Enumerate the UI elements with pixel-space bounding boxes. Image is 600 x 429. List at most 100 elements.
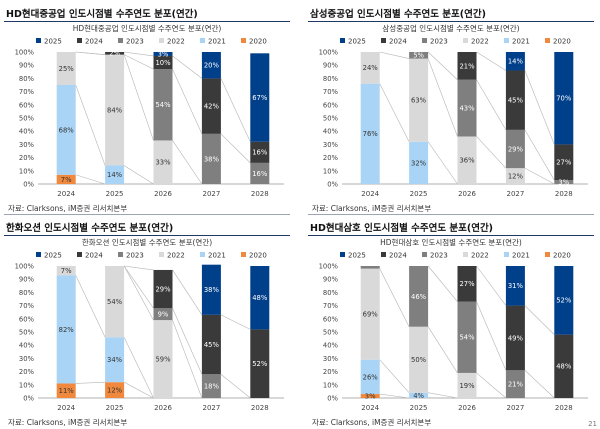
data-label: 46% [411, 293, 427, 301]
x-tick-label: 2028 [251, 190, 269, 198]
bar-segment-2024-2026 [153, 55, 173, 70]
legend-label-2025: 2025 [348, 38, 366, 46]
y-tick-label: 10% [19, 381, 35, 389]
bar-segment-2022-2025 [409, 58, 429, 142]
data-label: 68% [59, 126, 75, 134]
y-tick-label: 70% [323, 88, 339, 96]
legend-swatch-2022 [159, 252, 164, 257]
y-tick-label: 70% [323, 302, 339, 310]
chart-title: 삼성중공업 인도시점별 수주연도 분포(연간) [382, 23, 519, 33]
source-note: 자료: Clarksons, iM증권 리서치본부 [312, 418, 432, 427]
bar-segment-2022-2026 [153, 140, 173, 184]
legend-label-2023: 2023 [126, 252, 144, 260]
y-tick-label: 80% [19, 75, 35, 83]
bottom-divider [4, 214, 290, 215]
legend-label-2023: 2023 [126, 38, 144, 46]
legend-swatch-2023 [422, 252, 427, 257]
bar-segment-2025-2027 [505, 266, 525, 306]
data-label: 3% [365, 392, 376, 400]
x-tick-label: 2024 [57, 404, 75, 412]
title-underline [4, 21, 290, 22]
connector-line [476, 51, 507, 71]
connector-line [172, 55, 203, 79]
data-label: 38% [204, 155, 220, 163]
bar-segment-2025-2028 [250, 266, 270, 330]
data-label: 33% [155, 159, 171, 167]
legend-label-2025: 2025 [348, 252, 366, 260]
legend-label-2024: 2024 [389, 38, 407, 46]
legend-label-2023: 2023 [430, 38, 448, 46]
data-label: 14% [508, 58, 524, 66]
legend-swatch-2025 [36, 252, 41, 257]
bar-segment-2023-2028 [554, 180, 574, 184]
bar-segment-2024-2025 [105, 52, 125, 55]
connector-line [220, 374, 251, 399]
bar-segment-2023-2027 [505, 129, 525, 169]
connector-line [123, 54, 154, 70]
chart-panel-hd-hyundai-samho: HD현대삼호 인도시점별 수주연도 분포(연간) HD현대삼호 인도시점별 수주… [306, 216, 596, 427]
connector-line [379, 359, 410, 393]
bar-segment-2023-2027 [505, 370, 525, 398]
page-number: 21 [588, 420, 597, 428]
connector-line [172, 320, 203, 399]
data-label: 52% [252, 360, 268, 368]
chart-panel-hanwha-ocean: 한화오션 인도시점별 수주연도 분포(연간) 한화오션 인도시점별 수주연도 분… [2, 216, 292, 427]
data-label: 16% [252, 149, 268, 157]
series-connectors [379, 51, 555, 185]
x-tick-label: 2027 [506, 190, 524, 198]
bar-segment-2022-2026 [457, 372, 477, 398]
data-label: 2% [109, 50, 120, 58]
chart-title: 한화오션 인도시점별 수주연도 분포(연간) [82, 237, 212, 247]
data-label: 50% [411, 356, 427, 364]
x-tick-label: 2026 [154, 404, 172, 412]
connector-line [220, 133, 251, 164]
series-connectors [75, 265, 251, 399]
connector-line [75, 84, 106, 166]
y-tick-label: 10% [323, 381, 339, 389]
connector-line [124, 51, 154, 57]
chart-panel-hd-hyundai-heavy: HD현대중공업 인도시점별 수주연도 분포(연간) HD현대중공업 인도시점별 … [2, 2, 292, 215]
bar-segment-2020-2025 [105, 382, 125, 398]
connector-line [476, 372, 507, 399]
legend-label-2022: 2022 [471, 38, 489, 46]
data-label: 29% [508, 145, 524, 153]
bar-segment-2024-2026 [457, 266, 477, 302]
data-label: 3% [558, 178, 569, 186]
data-label: 7% [61, 267, 72, 275]
connector-line [524, 370, 555, 399]
connector-line [124, 265, 154, 271]
y-tick-label: 60% [323, 315, 339, 323]
stacked-bar-chart: 한화오션 인도시점별 수주연도 분포(연간) 2025 2024 2023 2022 20… [15, 237, 284, 412]
connector-line [75, 381, 106, 384]
legend-swatch-2020 [241, 252, 246, 257]
connector-line [123, 54, 154, 141]
bar-segment-2021-2024 [56, 85, 76, 175]
y-tick-label: 60% [19, 101, 35, 109]
bar-segment-2024-2028 [554, 334, 574, 398]
x-tick-label: 2025 [106, 404, 124, 412]
legend-label-2024: 2024 [85, 38, 103, 46]
connector-line [379, 393, 410, 399]
legend-label-2022: 2022 [167, 252, 185, 260]
connector-line [123, 381, 154, 399]
y-tick-label: 0% [23, 181, 34, 189]
bar-segment-2020-2024 [360, 394, 380, 398]
data-label: 38% [204, 286, 220, 294]
bar-segment-2022-2025 [409, 326, 429, 393]
y-tick-label: 100% [15, 49, 35, 57]
connector-line [75, 174, 106, 185]
data-label: 52% [556, 297, 572, 305]
panel-title: 삼성중공업 인도시점별 수주연도 분포(연간) [310, 9, 486, 20]
source-note: 자료: Clarksons, iM증권 리서치본부 [8, 204, 128, 213]
connector-line [220, 314, 251, 330]
stacked-bar-chart: 삼성중공업 인도시점별 수주연도 분포(연간) 2025 2024 2023 2022 2… [319, 23, 588, 198]
data-label: 54% [155, 101, 171, 109]
y-tick-label: 50% [19, 329, 35, 337]
connector-line [476, 265, 507, 306]
connector-line [379, 83, 410, 142]
bar-segment-2022-2026 [153, 320, 173, 398]
legend-swatch-2021 [200, 38, 205, 43]
data-label: 19% [459, 382, 475, 390]
bar-segment-2022-2024 [360, 52, 380, 84]
bar-segment-2024-2027 [201, 78, 221, 134]
